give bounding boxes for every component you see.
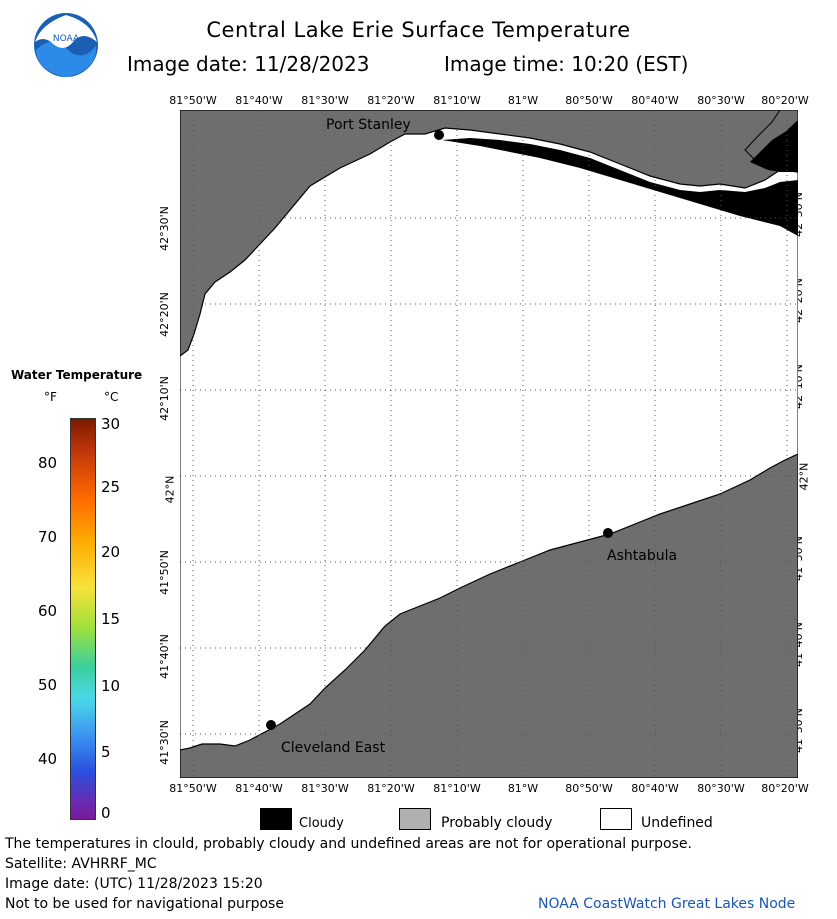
legend-unit-c: °C (104, 390, 119, 404)
legend-c-tick: 20 (101, 543, 121, 561)
port-stanley-marker[interactable] (434, 130, 444, 140)
lon-label: 81°50'W (169, 94, 217, 107)
legend-f-tick: 60 (38, 602, 58, 620)
legend-c-tick: 5 (101, 743, 111, 761)
legend-title: Water Temperature (11, 368, 143, 382)
undefined-label: Undefined (641, 815, 713, 831)
legend-c-tick: 25 (101, 478, 121, 496)
cleveland-east-marker[interactable] (266, 720, 276, 730)
lon-label: 81°20'W (367, 782, 415, 795)
lon-label: 80°20'W (761, 94, 809, 107)
image-time: Image time: 10:20 (EST) (444, 52, 689, 76)
legend-c-tick: 0 (101, 804, 111, 822)
lon-label: 80°50'W (565, 94, 613, 107)
lon-label: 81°30'W (301, 94, 349, 107)
logo-text: NOAA (53, 34, 80, 44)
undefined-swatch (600, 808, 632, 830)
map-area[interactable] (179, 109, 799, 779)
lon-label: 80°30'W (697, 94, 745, 107)
cloud-patch-right[interactable] (750, 120, 798, 172)
map-title: Central Lake Erie Surface Temperature (206, 18, 631, 42)
graticule (180, 110, 798, 778)
cloudy-swatch (260, 808, 292, 830)
legend-f-tick: 80 (38, 454, 58, 472)
ashtabula-marker[interactable] (603, 528, 613, 538)
north-land (179, 109, 799, 358)
map-svg (179, 109, 799, 779)
legend-c-tick: 10 (101, 677, 121, 695)
cleveland-east-label: Cleveland East (281, 740, 386, 756)
lat-label: 42°30'N (157, 206, 171, 251)
lat-label: 42°20'N (157, 292, 171, 337)
nav-warning-text: Not to be used for navigational purpose (5, 896, 284, 912)
lon-label: 80°40'W (631, 94, 679, 107)
lat-label: 42°N (797, 462, 811, 491)
legend-f-tick: 50 (38, 676, 58, 694)
south-land (179, 453, 799, 779)
lon-label: 81°10'W (433, 94, 481, 107)
lon-label: 81°20'W (367, 94, 415, 107)
color-scale (70, 418, 96, 820)
noaa-logo-icon: NOAA (34, 13, 98, 77)
probably-cloudy-swatch (399, 808, 431, 830)
lon-label: 81°W (507, 94, 539, 107)
disclaimer-text: The temperatures in clould, probably clo… (5, 836, 692, 852)
lon-label: 81°30'W (301, 782, 349, 795)
lon-label: 80°20'W (761, 782, 809, 795)
lon-label: 81°40'W (235, 782, 283, 795)
lon-label: 81°40'W (235, 94, 283, 107)
lon-label: 80°40'W (631, 782, 679, 795)
lat-label: 42°10'N (157, 376, 171, 421)
legend-c-tick: 30 (101, 415, 121, 433)
lon-label: 81°W (507, 782, 539, 795)
cloudy-label: Cloudy (299, 816, 344, 831)
legend-unit-f: °F (44, 390, 57, 404)
credit-text: NOAA CoastWatch Great Lakes Node (538, 896, 796, 912)
legend-f-tick: 40 (38, 750, 58, 768)
lon-label: 81°10'W (433, 782, 481, 795)
lon-label: 80°30'W (697, 782, 745, 795)
lon-label: 80°50'W (565, 782, 613, 795)
legend-f-tick: 70 (38, 528, 58, 546)
lat-label: 41°50'N (157, 550, 171, 595)
noaa-logo: NOAA (33, 12, 99, 78)
image-date: Image date: 11/28/2023 (127, 52, 370, 76)
lat-label: 42°N (163, 475, 177, 504)
lat-label: 41°40'N (157, 634, 171, 679)
utc-date-text: Image date: (UTC) 11/28/2023 15:20 (5, 876, 263, 892)
lat-label: 41°30'N (157, 720, 171, 765)
port-stanley-label: Port Stanley (326, 117, 411, 133)
lon-label: 81°50'W (169, 782, 217, 795)
satellite-text: Satellite: AVHRRF_MC (5, 856, 157, 872)
probably-cloudy-label: Probably cloudy (441, 815, 553, 831)
legend-c-tick: 15 (101, 610, 121, 628)
ashtabula-label: Ashtabula (607, 548, 678, 564)
